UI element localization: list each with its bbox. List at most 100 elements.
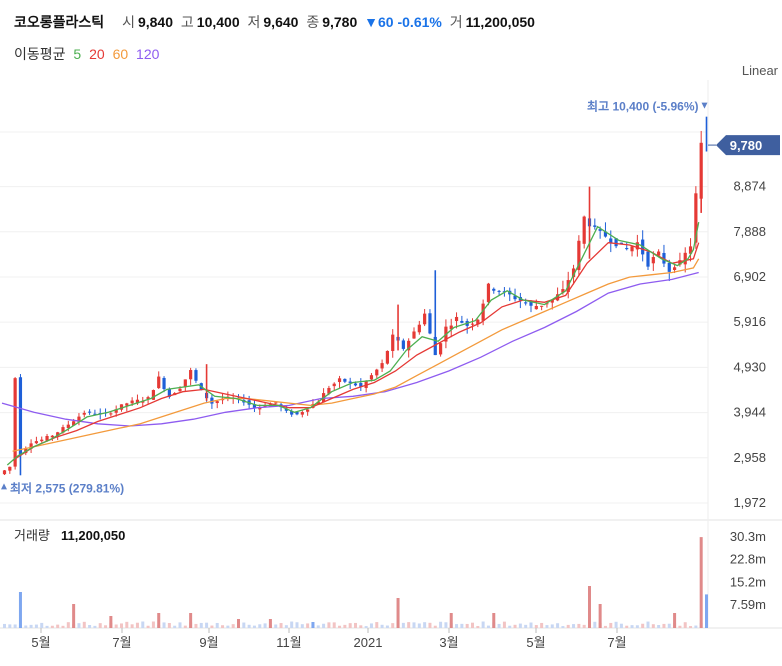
ma5-line (6, 221, 700, 466)
volume-bar (348, 623, 352, 628)
x-tick-label: 9월 (199, 635, 218, 650)
volume-bar (306, 623, 310, 628)
volume-bar (497, 623, 501, 628)
volume-bar (550, 624, 554, 628)
volume-bar (18, 592, 22, 628)
volume-bar (316, 625, 320, 628)
volume-bar (385, 625, 389, 628)
candle-body (2, 470, 7, 475)
volume-bar (614, 621, 618, 628)
candle-body (497, 290, 501, 292)
candle-body (258, 407, 262, 410)
candle-body (412, 331, 416, 339)
candle-body (109, 413, 113, 415)
candle-body (274, 402, 278, 404)
ma-legend-item-60[interactable]: 60 (112, 46, 129, 62)
volume-bar (396, 598, 400, 628)
ma-legend-item-120[interactable]: 120 (136, 46, 160, 62)
candle-body (380, 363, 384, 369)
volume-bar (375, 622, 379, 628)
volume-bar (529, 622, 533, 628)
volume-bar (194, 623, 198, 628)
volume-bar (513, 624, 517, 628)
volume-bar (673, 613, 677, 628)
moving-average-legend: 이동평균 5 20 60 120 (14, 44, 163, 64)
volume-bar (566, 624, 570, 628)
y-tick-label: 6,902 (733, 269, 766, 284)
volume-bar (34, 624, 38, 628)
volume-bar (173, 625, 177, 628)
ma-legend-item-20[interactable]: 20 (89, 46, 105, 62)
candle-body (82, 412, 86, 415)
candle-body (614, 238, 618, 247)
volume-bar (104, 625, 108, 628)
scale-label: Linear (742, 63, 779, 78)
x-tick-label: 7월 (112, 635, 131, 650)
volume-bar (705, 594, 708, 628)
volume-bar (24, 625, 28, 628)
volume-bar (662, 623, 666, 628)
current-price-label: 9,780 (730, 138, 763, 153)
volume-bar (221, 625, 225, 628)
volume-bar (343, 624, 347, 628)
volume-bar (295, 622, 299, 628)
candle-body (678, 260, 682, 265)
volume-bar (401, 622, 405, 628)
candle-body (263, 405, 267, 407)
close-value: 9,780 (322, 14, 358, 30)
volume-bar (439, 621, 443, 628)
volume-bar (518, 623, 522, 628)
candle-body (316, 401, 320, 405)
volume-tick-label: 30.3m (730, 529, 766, 544)
volume-bar (215, 622, 219, 628)
candle-body (688, 246, 693, 254)
candle-body (428, 313, 432, 334)
volume-bar (646, 621, 650, 628)
volume-value: 11,200,050 (61, 528, 125, 543)
volume-bar (540, 622, 544, 628)
ma-legend-item-5[interactable]: 5 (73, 46, 82, 62)
candle-body (385, 350, 390, 364)
candle-body (8, 466, 12, 471)
candle-body (561, 289, 565, 293)
candle-body (87, 411, 92, 413)
volume-bar (252, 625, 256, 628)
candle-body (72, 421, 76, 426)
candle-body (178, 388, 182, 392)
volume-tick-label: 15.2m (730, 574, 766, 589)
candle-body (577, 240, 581, 271)
volume-bar (667, 623, 671, 628)
candle-body (391, 334, 395, 352)
candle-body (210, 397, 214, 404)
candle-body (635, 242, 639, 250)
candle-body (454, 316, 459, 322)
candle-body (486, 283, 491, 303)
candle-body (93, 413, 97, 415)
candle-body (183, 379, 187, 388)
y-tick-label: 7,888 (733, 224, 766, 239)
candle-body (438, 343, 443, 355)
volume-bar (3, 623, 6, 628)
x-tick-label: 5월 (31, 635, 50, 650)
volume-bar (29, 624, 33, 628)
volume-bar (689, 626, 693, 628)
volume-bar (56, 624, 60, 628)
candle-body (13, 378, 17, 467)
volume-label: 거 (449, 14, 463, 30)
candle-body (683, 252, 687, 265)
candle-body (625, 248, 629, 250)
volume-bar (98, 623, 102, 628)
volume-bar (157, 613, 161, 628)
candle-body (667, 262, 671, 272)
volume-bar (151, 621, 155, 628)
candle-body (167, 388, 171, 397)
volume-bar (471, 622, 474, 628)
candle-body (56, 432, 60, 436)
y-tick-label: 8,874 (733, 179, 766, 194)
volume-bar (455, 624, 459, 628)
x-tick-label: 11월 (276, 635, 301, 650)
volume-bar (327, 622, 331, 628)
volume-bar (50, 625, 54, 628)
candle-body (609, 238, 613, 243)
